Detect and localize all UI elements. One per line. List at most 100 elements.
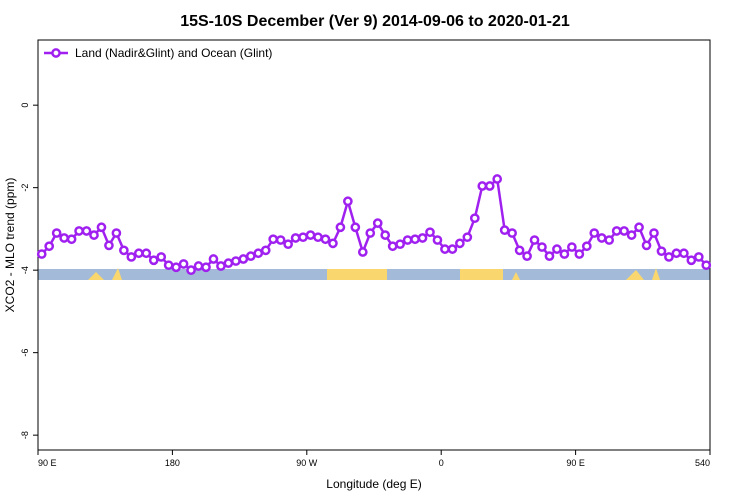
data-point — [552, 244, 562, 254]
data-point — [387, 241, 398, 252]
data-point — [290, 233, 301, 243]
data-point — [671, 248, 682, 259]
x-tick-label: 90 W — [296, 458, 318, 468]
x-axis-label: Longitude (deg E) — [326, 477, 421, 491]
data-point — [559, 249, 570, 259]
data-point — [231, 256, 241, 266]
data-point — [604, 235, 615, 245]
data-point — [544, 251, 555, 261]
data-point — [119, 245, 129, 256]
data-point — [641, 240, 652, 251]
data-point — [679, 248, 689, 259]
data-point — [89, 230, 99, 240]
data-point — [649, 228, 659, 238]
data-point — [335, 222, 346, 233]
data-point — [469, 213, 480, 224]
data-point — [178, 259, 189, 269]
data-point — [148, 255, 159, 266]
data-point — [589, 228, 600, 238]
data-point — [163, 260, 174, 271]
data-point — [74, 226, 84, 236]
data-point — [44, 241, 55, 252]
data-point — [417, 233, 428, 243]
data-point — [298, 232, 308, 243]
data-point — [245, 251, 256, 261]
data-point — [104, 240, 114, 251]
data-point — [36, 249, 47, 259]
data-point — [514, 245, 525, 256]
y-tick-label: -2 — [20, 184, 30, 192]
data-point — [619, 226, 629, 236]
data-point — [357, 247, 368, 257]
x-tick-label: 90 E — [566, 458, 585, 468]
data-point — [693, 252, 704, 262]
data-point — [81, 226, 92, 236]
data-point — [477, 181, 488, 191]
data-point — [126, 252, 137, 262]
data-point — [216, 261, 226, 271]
data-point — [432, 235, 443, 245]
data-point — [626, 230, 637, 240]
x-tick-label: 0 — [439, 458, 444, 468]
data-point — [268, 234, 279, 245]
data-point — [343, 196, 353, 207]
data-point — [365, 228, 376, 238]
legend-marker — [51, 48, 61, 58]
data-point — [686, 255, 697, 266]
data-point — [141, 248, 152, 259]
data-point — [171, 262, 181, 273]
data-point — [574, 249, 585, 259]
legend-label: Land (Nadir&Glint) and Ocean (Glint) — [75, 46, 272, 60]
data-point — [499, 225, 510, 236]
y-axis-label: XCO2 - MLO trend (ppm) — [3, 178, 17, 313]
data-point — [492, 174, 503, 184]
data-point — [462, 232, 473, 243]
data-point — [305, 230, 316, 240]
data-point — [410, 234, 420, 245]
data-point — [111, 228, 122, 238]
data-point — [51, 228, 62, 238]
data-point — [701, 260, 712, 271]
data-point — [581, 241, 592, 252]
data-point — [283, 239, 293, 250]
data-point — [59, 233, 69, 243]
data-point — [66, 234, 77, 245]
data-point — [440, 244, 450, 254]
chart-title: 15S-10S December (Ver 9) 2014-09-06 to 2… — [180, 13, 570, 30]
data-point — [484, 181, 495, 191]
data-point — [522, 251, 532, 261]
data-point — [238, 254, 249, 264]
data-point — [664, 252, 674, 262]
data-point — [253, 248, 264, 259]
data-point — [320, 234, 331, 245]
data-point — [529, 235, 540, 245]
x-tick-label: 90 E — [38, 458, 57, 468]
data-point — [260, 245, 271, 256]
data-point — [208, 254, 219, 264]
plot-frame — [37, 39, 711, 451]
data-point — [223, 258, 234, 268]
data-point — [372, 218, 383, 228]
y-tick-label: -8 — [20, 431, 30, 439]
data-point — [350, 222, 361, 233]
data-point — [186, 265, 196, 276]
data-point — [634, 222, 644, 233]
x-tick-label: 180 — [165, 458, 180, 468]
surface-strip — [38, 268, 710, 280]
data-point — [201, 262, 211, 273]
data-point — [425, 227, 435, 238]
y-tick-label: -4 — [20, 266, 30, 274]
data-point — [447, 244, 458, 254]
data-point — [507, 228, 517, 238]
x-tick-label: 540 — [695, 458, 710, 468]
data-point — [133, 248, 144, 259]
data-point — [596, 233, 607, 243]
data-point — [313, 232, 323, 243]
data-point — [656, 246, 667, 257]
data-point — [193, 261, 204, 271]
data-point — [611, 226, 622, 236]
data-point — [395, 239, 405, 250]
data-point — [328, 238, 338, 249]
data-point — [567, 242, 577, 252]
